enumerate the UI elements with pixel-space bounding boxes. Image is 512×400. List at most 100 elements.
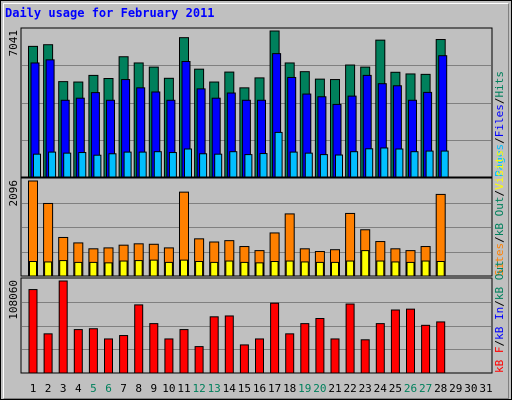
panel-1-max-label: 7041 [7, 30, 20, 57]
bar-kb-f-day-undefined [179, 329, 189, 374]
day-tick-label-9: 9 [150, 382, 157, 395]
day-tick-label-15: 15 [238, 382, 251, 395]
day-tick-label-12: 12 [192, 382, 205, 395]
bar-visits-day-undefined [29, 260, 37, 277]
bar-visits-day-undefined [180, 259, 188, 277]
bar-visits-day-undefined [255, 262, 264, 277]
day-tick-label-2: 2 [45, 382, 52, 395]
day-tick-label-26: 26 [404, 382, 417, 395]
panel-2-max-label: 2096 [7, 180, 20, 207]
bar-visits-day-undefined [270, 260, 279, 277]
bar-kb-f-day-undefined [134, 304, 144, 374]
bar-pages-day-22 [350, 151, 359, 178]
legend-entry-kb-out: kB Out [493, 260, 506, 300]
legend-entry-visits: Visits [493, 150, 506, 190]
bar-pages-day-12 [199, 153, 208, 178]
bar-kb-f-day-undefined [239, 344, 249, 374]
bar-kb-f-day-undefined [194, 346, 204, 374]
legend-separator: / [493, 340, 506, 347]
bar-visits-day-undefined [149, 259, 158, 277]
bar-pages-day-20 [319, 154, 328, 178]
day-tick-label-22: 22 [343, 382, 356, 395]
bar-visits-day-undefined [104, 262, 113, 277]
legend-entry-hits: Hits [493, 71, 506, 98]
day-tick-label-24: 24 [374, 382, 388, 395]
bar-visits-day-undefined [134, 260, 143, 277]
bar-pages-day-13 [214, 153, 223, 178]
day-tick-label-30: 30 [464, 382, 477, 395]
bar-pages-day-10 [168, 152, 177, 178]
day-tick-label-29: 29 [449, 382, 462, 395]
bar-visits-day-undefined [315, 261, 324, 277]
bar-kb-f-day-undefined [285, 333, 295, 374]
legend-separator: / [493, 137, 506, 144]
bar-pages-day-2 [48, 151, 57, 178]
legend-entry-sites: Sites [493, 243, 506, 276]
bar-kb-f-day-undefined [315, 318, 325, 374]
bar-visits-day-undefined [285, 260, 294, 277]
bar-kb-f-day-undefined [375, 323, 385, 374]
bar-kb-f-day-undefined [164, 338, 174, 374]
usage-graph-inner [3, 3, 509, 399]
bar-pages-day-18 [289, 151, 298, 178]
bar-visits-day-undefined [376, 260, 385, 277]
bar-visits-day-undefined [361, 250, 370, 277]
bar-kb-f-day-undefined [345, 303, 355, 374]
legend-separator: / [493, 300, 506, 307]
bar-kb-f-day-undefined [421, 324, 431, 374]
day-tick-label-10: 10 [162, 382, 175, 395]
bar-pages-day-23 [365, 148, 374, 178]
bar-kb-f-day-undefined [28, 289, 38, 374]
bar-pages-day-5 [93, 154, 102, 178]
bar-visits-day-undefined [210, 261, 219, 277]
bar-kb-f-day-undefined [300, 323, 310, 374]
day-tick-label-8: 8 [135, 382, 142, 395]
day-tick-label-3: 3 [60, 382, 67, 395]
day-tick-label-27: 27 [419, 382, 432, 395]
day-tick-label-5: 5 [90, 382, 97, 395]
bar-visits-day-undefined [300, 261, 309, 277]
day-tick-label-17: 17 [268, 382, 281, 395]
bar-pages-day-6 [108, 153, 117, 178]
bar-visits-day-undefined [89, 261, 98, 277]
bar-kb-f-day-undefined [224, 315, 234, 374]
bar-kb-f-day-undefined [360, 339, 370, 374]
bar-visits-day-undefined [406, 261, 415, 277]
bar-kb-f-day-undefined [436, 321, 446, 374]
bar-kb-f-day-undefined [43, 333, 53, 374]
bar-pages-day-3 [63, 152, 72, 178]
day-tick-label-25: 25 [389, 382, 402, 395]
day-tick-label-28: 28 [434, 382, 447, 395]
day-tick-label-14: 14 [223, 382, 237, 395]
day-tick-label-7: 7 [120, 382, 127, 395]
legend-separator: / [493, 236, 506, 243]
legend-entry-kb-in: kB In [493, 307, 506, 340]
bar-kb-f-day-undefined [149, 323, 159, 374]
bar-kb-f-day-undefined [58, 280, 68, 374]
bar-visits-day-undefined [44, 261, 53, 277]
bar-pages-day-19 [304, 152, 313, 178]
day-tick-label-23: 23 [359, 382, 372, 395]
legend-separator: / [493, 98, 506, 105]
bar-kb-f-day-undefined [104, 338, 113, 374]
bar-kb-f-day-undefined [270, 302, 280, 374]
bar-kb-f-day-undefined [255, 338, 264, 374]
bar-visits-day-undefined [74, 261, 83, 277]
bar-pages-day-9 [153, 151, 162, 178]
bar-pages-day-24 [380, 147, 389, 178]
bar-pages-day-27 [425, 150, 434, 178]
bar-pages-day-16 [259, 153, 268, 178]
day-tick-label-19: 19 [298, 382, 311, 395]
bar-pages-day-17 [274, 131, 283, 178]
panel-2-legend: Sites/kB Out/Visits [493, 150, 506, 276]
bar-kb-f-day-undefined [406, 308, 415, 374]
bar-visits-day-undefined [421, 260, 430, 277]
bar-pages-day-28 [440, 150, 449, 178]
bar-visits-day-undefined [119, 260, 128, 277]
legend-entry-files: Files [493, 104, 506, 137]
bar-pages-day-4 [78, 152, 87, 178]
bar-kb-f-day-undefined [390, 309, 400, 374]
bar-kb-f-day-undefined [119, 335, 129, 374]
bar-pages-day-25 [395, 148, 404, 178]
